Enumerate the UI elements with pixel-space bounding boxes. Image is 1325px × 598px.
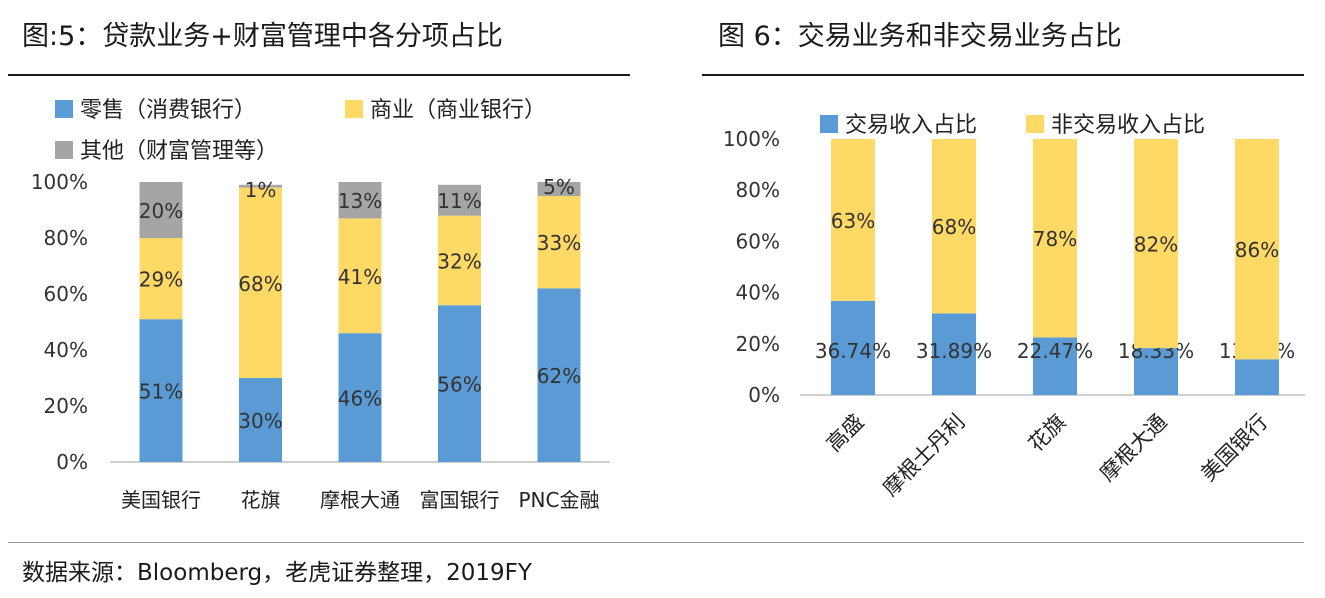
legend-label: 交易收入占比 bbox=[845, 113, 977, 138]
data-label: 63% bbox=[831, 209, 875, 233]
x-category-label: 摩根大通 bbox=[320, 488, 400, 512]
x-category-label: 美国银行 bbox=[1196, 410, 1272, 486]
y-tick-label: 0% bbox=[748, 383, 780, 407]
bar-segment bbox=[537, 288, 581, 462]
legend-swatch bbox=[820, 115, 838, 133]
bar-segment bbox=[1134, 348, 1178, 395]
legend-swatch bbox=[55, 141, 73, 159]
bar-segment bbox=[438, 215, 481, 306]
x-category-label: 摩根大通 bbox=[1095, 410, 1171, 486]
source-note: 数据来源：Bloomberg，老虎证券整理，2019FY bbox=[22, 560, 532, 586]
data-label: 41% bbox=[338, 265, 382, 289]
x-category-label: 花旗 bbox=[241, 488, 281, 512]
bar-segment bbox=[239, 184, 282, 188]
bar-segment bbox=[537, 196, 581, 289]
bar-segment bbox=[1033, 337, 1077, 395]
data-label: 36.74% bbox=[815, 339, 891, 363]
y-tick-label: 40% bbox=[736, 281, 780, 305]
data-label: 78% bbox=[1033, 227, 1077, 251]
y-tick-label: 20% bbox=[44, 394, 88, 418]
data-label: 68% bbox=[932, 215, 976, 239]
bar-segment bbox=[932, 313, 976, 395]
data-label: 86% bbox=[1235, 238, 1279, 262]
chart-panel-loan-wealth: 图:5：贷款业务+财富管理中各分项占比 零售（消费银行） 商业（商业银行） 其他（财… bbox=[0, 0, 640, 540]
data-label: 29% bbox=[139, 268, 183, 292]
x-category-label: PNC金融 bbox=[519, 488, 600, 512]
title-rule bbox=[702, 74, 1304, 76]
legend-swatch bbox=[55, 100, 73, 118]
bar-segment bbox=[438, 184, 481, 216]
bar-segment bbox=[139, 238, 183, 320]
bar-segment bbox=[139, 182, 183, 238]
data-label: 51% bbox=[139, 380, 183, 404]
bar-segment bbox=[537, 182, 581, 196]
data-label: 13% bbox=[338, 189, 382, 213]
y-tick-label: 80% bbox=[736, 178, 780, 202]
bar-segment bbox=[831, 300, 875, 395]
bar-segment bbox=[338, 333, 382, 462]
footer-rule bbox=[8, 542, 1304, 543]
chart-title: 图:5：贷款业务+财富管理中各分项占比 bbox=[22, 21, 503, 52]
y-tick-label: 20% bbox=[736, 332, 780, 356]
y-tick-label: 0% bbox=[56, 450, 88, 474]
chart-panel-trading: 图 6：交易业务和非交易业务占比 交易收入占比 非交易收入占比 0% 20% 40% 60… bbox=[700, 0, 1325, 540]
x-category-label: 摩根士丹利 bbox=[878, 410, 969, 501]
data-label: 62% bbox=[537, 364, 581, 388]
chart-title: 图 6：交易业务和非交易业务占比 bbox=[718, 21, 1122, 52]
title-rule bbox=[8, 74, 630, 76]
bar-segment bbox=[1235, 139, 1279, 360]
legend-swatch bbox=[345, 100, 363, 118]
bar-segment bbox=[338, 218, 382, 334]
y-tick-label: 100% bbox=[31, 170, 88, 194]
bar-segment bbox=[239, 187, 282, 378]
bar-segment bbox=[139, 319, 183, 462]
bar-segment bbox=[932, 139, 976, 314]
y-tick-label: 60% bbox=[44, 282, 88, 306]
data-label: 20% bbox=[139, 199, 183, 223]
data-label: 22.47% bbox=[1017, 339, 1093, 363]
bar-segment bbox=[1134, 139, 1178, 349]
y-tick-label: 80% bbox=[44, 226, 88, 250]
bar-segment bbox=[438, 305, 481, 462]
stacked-bar-chart-trading: 交易收入占比 非交易收入占比 0% 20% 40% 60% 80% 100% 36.74% 63%… bbox=[723, 113, 1305, 501]
data-label: 1% bbox=[245, 178, 277, 202]
y-tick-label: 100% bbox=[723, 127, 780, 151]
data-label: 56% bbox=[437, 373, 481, 397]
bar-segment bbox=[239, 378, 282, 462]
bar-segment bbox=[1033, 139, 1077, 338]
data-label: 31.89% bbox=[916, 339, 992, 363]
x-category-label: 花旗 bbox=[1024, 410, 1071, 457]
legend-label: 零售（消费银行） bbox=[80, 98, 256, 123]
data-label: 11% bbox=[437, 189, 481, 213]
data-label: 30% bbox=[238, 409, 282, 433]
stacked-bar-chart-loan-wealth: 零售（消费银行） 商业（商业银行） 其他（财富管理等） 0% 20% 40% 60% 80% 1… bbox=[31, 98, 610, 512]
legend-label: 其他（财富管理等） bbox=[80, 139, 278, 164]
y-tick-label: 40% bbox=[44, 338, 88, 362]
bar-segment bbox=[1235, 359, 1279, 395]
bar-segment bbox=[831, 139, 875, 301]
y-tick-label: 60% bbox=[736, 229, 780, 253]
x-category-label: 高盛 bbox=[822, 410, 869, 457]
data-label: 46% bbox=[338, 387, 382, 411]
legend-label: 非交易收入占比 bbox=[1051, 113, 1205, 138]
data-label: 33% bbox=[537, 231, 581, 255]
legend-swatch bbox=[1026, 115, 1044, 133]
bar-segment bbox=[338, 182, 382, 219]
legend-label: 商业（商业银行） bbox=[370, 98, 546, 123]
data-label: 32% bbox=[437, 249, 481, 273]
x-category-label: 富国银行 bbox=[420, 488, 500, 512]
data-label: 68% bbox=[238, 272, 282, 296]
x-category-label: 美国银行 bbox=[121, 488, 201, 512]
data-label: 82% bbox=[1134, 233, 1178, 257]
data-label: 5% bbox=[543, 175, 575, 199]
